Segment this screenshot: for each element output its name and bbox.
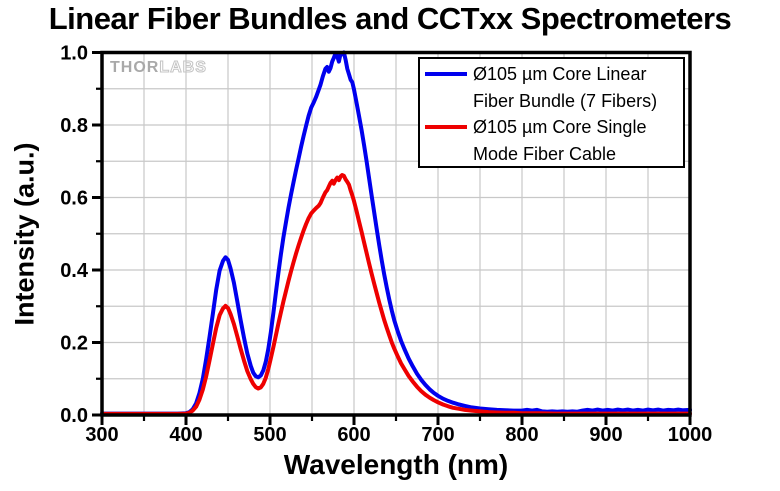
y-tick-label: 0.8 (60, 115, 88, 137)
x-tick-label: 800 (505, 424, 538, 446)
curve-single-mode-fiber-cable (100, 173, 692, 416)
legend-label-line-2: Fiber Bundle (7 Fibers) (473, 90, 658, 111)
legend-label-fiber-bundle: Ø105 µm Core Linear Fiber Bundle (7 Fibe… (473, 61, 657, 114)
legend-swatch-column (425, 61, 467, 76)
y-tick-label: 0.2 (60, 333, 88, 355)
legend-label-single-mode: Ø105 µm Core Single Mode Fiber Cable (473, 114, 646, 167)
legend-label-line-1: Ø105 µm Core Linear (473, 64, 647, 84)
legend-entry-single-mode: Ø105 µm Core Single Mode Fiber Cable (425, 114, 683, 167)
x-tick-label: 600 (337, 424, 370, 446)
x-tick-label: 400 (169, 424, 202, 446)
y-axis-label: Intensity (a.u.) (9, 142, 40, 326)
legend-line-swatch-red (425, 125, 467, 129)
chart-title: Linear Fiber Bundles and CCTxx Spectrome… (48, 1, 732, 36)
x-tick-label: 900 (589, 424, 622, 446)
x-tick-label: 1000 (668, 424, 713, 446)
legend-entry-fiber-bundle: Ø105 µm Core Linear Fiber Bundle (7 Fibe… (425, 61, 683, 114)
legend-label-line-1: Ø105 µm Core Single (473, 117, 647, 137)
y-tick-label: 0.6 (60, 188, 88, 210)
watermark-thor-text: THOR (110, 59, 160, 76)
series-group (100, 50, 692, 416)
y-tick-label: 0.0 (60, 405, 88, 427)
thorlabs-watermark: THORLABS (110, 59, 207, 76)
y-tick-label: 1.0 (60, 43, 88, 65)
legend-label-line-2: Mode Fiber Cable (473, 143, 617, 164)
x-tick-label: 700 (421, 424, 454, 446)
y-tick-label: 0.4 (60, 260, 89, 282)
x-tick-label: 500 (253, 424, 286, 446)
legend-swatch-column (425, 114, 467, 129)
watermark-labs-text: LABS (159, 59, 207, 76)
x-tick-label: 300 (85, 424, 118, 446)
legend-line-swatch-blue (425, 72, 467, 76)
x-axis-label: Wavelength (nm) (283, 449, 509, 480)
legend-box: Ø105 µm Core Linear Fiber Bundle (7 Fibe… (418, 57, 685, 168)
